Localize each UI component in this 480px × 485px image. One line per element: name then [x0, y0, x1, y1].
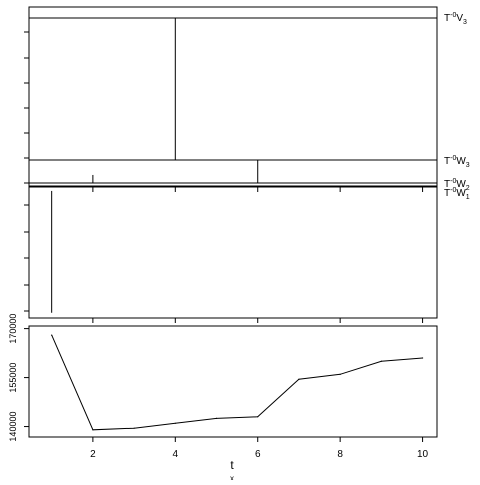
x-tick-label: 8	[337, 449, 343, 460]
level-label: T-0W2	[444, 178, 470, 192]
series-point	[339, 373, 341, 375]
level-label: T-0W3	[444, 155, 470, 169]
series-point	[421, 357, 424, 359]
x-axis-sublabel: x	[230, 474, 234, 480]
y-tick-label: 155000	[8, 363, 18, 393]
level-label: T-0W1	[444, 187, 470, 201]
x-tick-label: 6	[255, 449, 261, 460]
level-label: T-0V3	[444, 12, 467, 26]
x-tick-label: 10	[417, 449, 429, 460]
series-line	[51, 334, 423, 431]
x-tick-label: 4	[173, 449, 179, 460]
x-axis-label: t	[230, 458, 234, 472]
top-panel-frame	[28, 6, 438, 187]
y-tick-label: 140000	[8, 412, 18, 442]
series-point	[92, 429, 94, 431]
middle-panel-frame	[28, 186, 438, 319]
series-point	[257, 416, 259, 418]
series-point	[133, 427, 135, 429]
series-point	[380, 360, 382, 362]
x-tick-label: 2	[90, 449, 96, 460]
series-point	[51, 334, 53, 336]
bottom-panel-frame	[28, 325, 438, 438]
series-point	[298, 378, 300, 380]
series-point	[174, 422, 176, 424]
y-tick-label: 170000	[8, 314, 18, 344]
series-point	[215, 417, 218, 419]
